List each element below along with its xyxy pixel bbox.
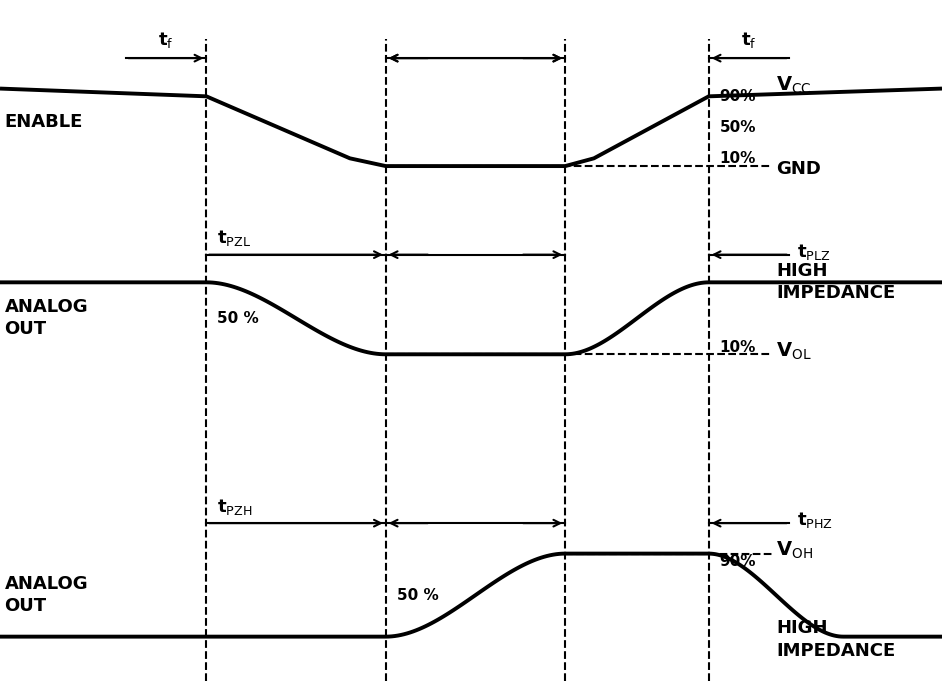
Text: HIGH
IMPEDANCE: HIGH IMPEDANCE — [776, 262, 895, 302]
Text: 50 %: 50 % — [397, 588, 438, 603]
Text: ENABLE: ENABLE — [5, 113, 83, 131]
Text: GND: GND — [776, 160, 820, 178]
Text: t$_{\rm PHZ}$: t$_{\rm PHZ}$ — [797, 511, 833, 530]
Text: V$_{\rm OL}$: V$_{\rm OL}$ — [776, 341, 812, 362]
Text: ANALOG
OUT: ANALOG OUT — [5, 575, 89, 615]
Text: V$_{\rm CC}$: V$_{\rm CC}$ — [776, 75, 812, 96]
Text: t$_{\rm PLZ}$: t$_{\rm PLZ}$ — [797, 242, 830, 262]
Text: 50%: 50% — [720, 120, 756, 135]
Text: 10%: 10% — [720, 340, 755, 354]
Text: 90%: 90% — [720, 89, 756, 104]
Text: 50 %: 50 % — [217, 311, 259, 326]
Text: t$_{\rm f}$: t$_{\rm f}$ — [158, 30, 173, 50]
Text: V$_{\rm OH}$: V$_{\rm OH}$ — [776, 540, 813, 561]
Text: ANALOG
OUT: ANALOG OUT — [5, 298, 89, 338]
Text: HIGH
IMPEDANCE: HIGH IMPEDANCE — [776, 619, 895, 659]
Text: 10%: 10% — [720, 151, 755, 166]
Text: t$_{\rm f}$: t$_{\rm f}$ — [741, 30, 756, 50]
Text: 90%: 90% — [720, 554, 756, 570]
Text: t$_{\rm PZH}$: t$_{\rm PZH}$ — [217, 496, 252, 516]
Text: t$_{\rm PZL}$: t$_{\rm PZL}$ — [217, 228, 251, 248]
